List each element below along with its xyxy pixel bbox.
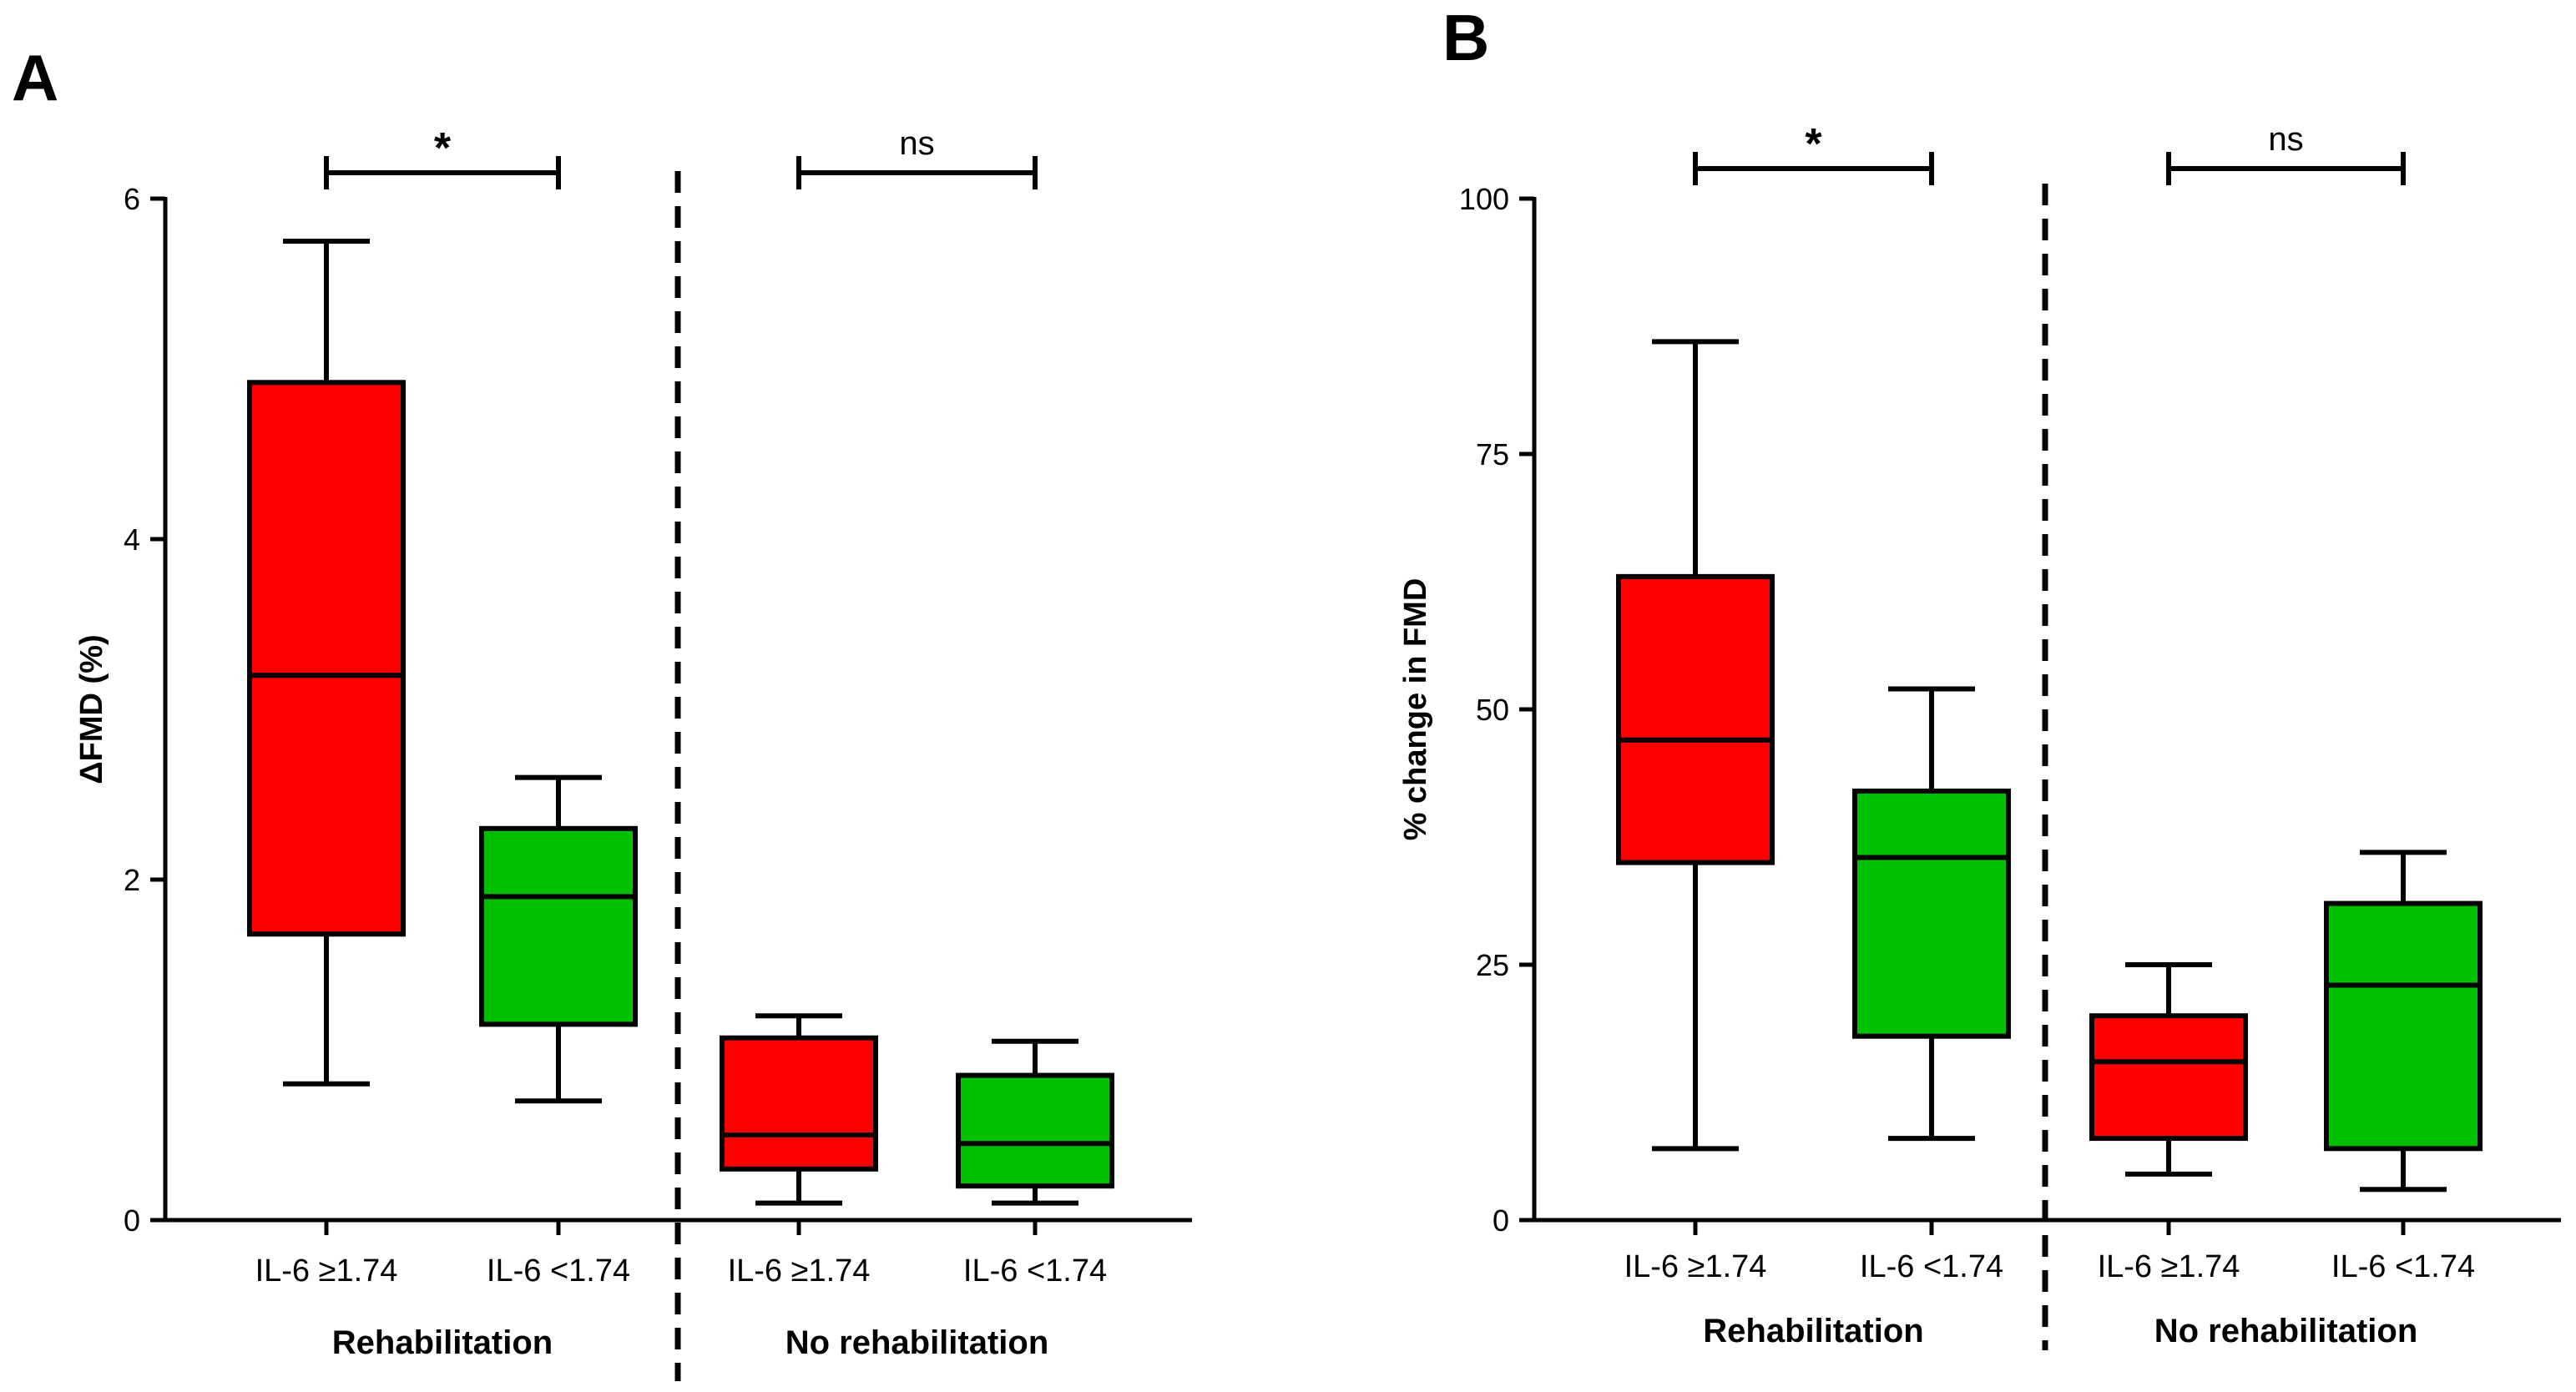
panel-b-significance-label: ns: [2268, 121, 2303, 158]
panel-a-y-tick-label: 4: [124, 522, 140, 557]
panel-b-y-tick-label: 25: [1476, 948, 1509, 982]
panel-letter-a: A: [12, 41, 58, 114]
panel-a-group-label: Rehabilitation: [332, 1324, 553, 1361]
panel-b-y-tick-label: 75: [1476, 437, 1509, 472]
panel-b-y-tick-label: 100: [1459, 182, 1509, 216]
panel-b-significance-bracket: [1693, 152, 1934, 185]
panel-a-category-label: IL-6 ≥1.74: [728, 1253, 871, 1289]
panel-b-y-axis-label: % change in FMD: [1398, 578, 1433, 841]
panel-b-box-4-iqr-box: [2324, 900, 2483, 1152]
panel-a-y-tick-label: 0: [124, 1203, 140, 1238]
panel-a-significance-bracket: [324, 156, 561, 189]
panel-b-group-label: No rehabilitation: [2154, 1313, 2418, 1349]
panel-a-significance-label: ns: [899, 125, 934, 162]
panel-b-group-label: Rehabilitation: [1703, 1313, 1923, 1349]
panel-a-group-label: No rehabilitation: [785, 1324, 1049, 1361]
panel-b-box-2-iqr-box: [1852, 788, 2011, 1039]
panel-b-category-label: IL-6 <1.74: [1860, 1249, 2003, 1284]
panel-b-significance-label: *: [1805, 120, 1822, 169]
panel-b-category-label: IL-6 <1.74: [2331, 1249, 2475, 1284]
panel-letter-b: B: [1442, 1, 1489, 74]
panel-b-box-1-iqr-box: [1616, 573, 1775, 865]
panel-a-box-4-iqr-box: [956, 1072, 1114, 1189]
panel-b-box-3-iqr-box: [2089, 1013, 2248, 1142]
panel-a-category-label: IL-6 <1.74: [487, 1253, 630, 1289]
panel-a-y-tick-label: 6: [124, 182, 140, 216]
panel-a-box-2-iqr-box: [479, 825, 638, 1027]
panel-b-y-tick-label: 0: [1493, 1203, 1509, 1238]
panel-a-chart: 0 2 4 6 ΔFMD (%) IL-6 ≥1.74 IL-6 <1.74 IL-6 ≥1.…: [74, 124, 1192, 1381]
panel-b-category-label: IL-6 ≥1.74: [1624, 1249, 1767, 1284]
panel-a-significance-bracket: [796, 156, 1038, 189]
panel-a-box-3-iqr-box: [720, 1035, 878, 1172]
panel-b-category-label: IL-6 ≥1.74: [2098, 1249, 2240, 1284]
panel-a-category-label: IL-6 ≥1.74: [255, 1253, 398, 1289]
panel-a-y-axis-label: ΔFMD (%): [74, 634, 109, 784]
panel-b-y-tick-label: 50: [1476, 693, 1509, 727]
panel-a-y-tick-label: 2: [124, 863, 140, 897]
panel-b-significance-bracket: [2166, 152, 2406, 185]
panel-a-significance-label: *: [434, 124, 452, 173]
panel-a-box-1-iqr-box: [247, 380, 406, 937]
panel-a-category-label: IL-6 <1.74: [963, 1253, 1107, 1289]
panel-b-chart: 0 25 50 75 100 % change in FMD IL-6 ≥1.74 IL-6 …: [1398, 120, 2561, 1350]
